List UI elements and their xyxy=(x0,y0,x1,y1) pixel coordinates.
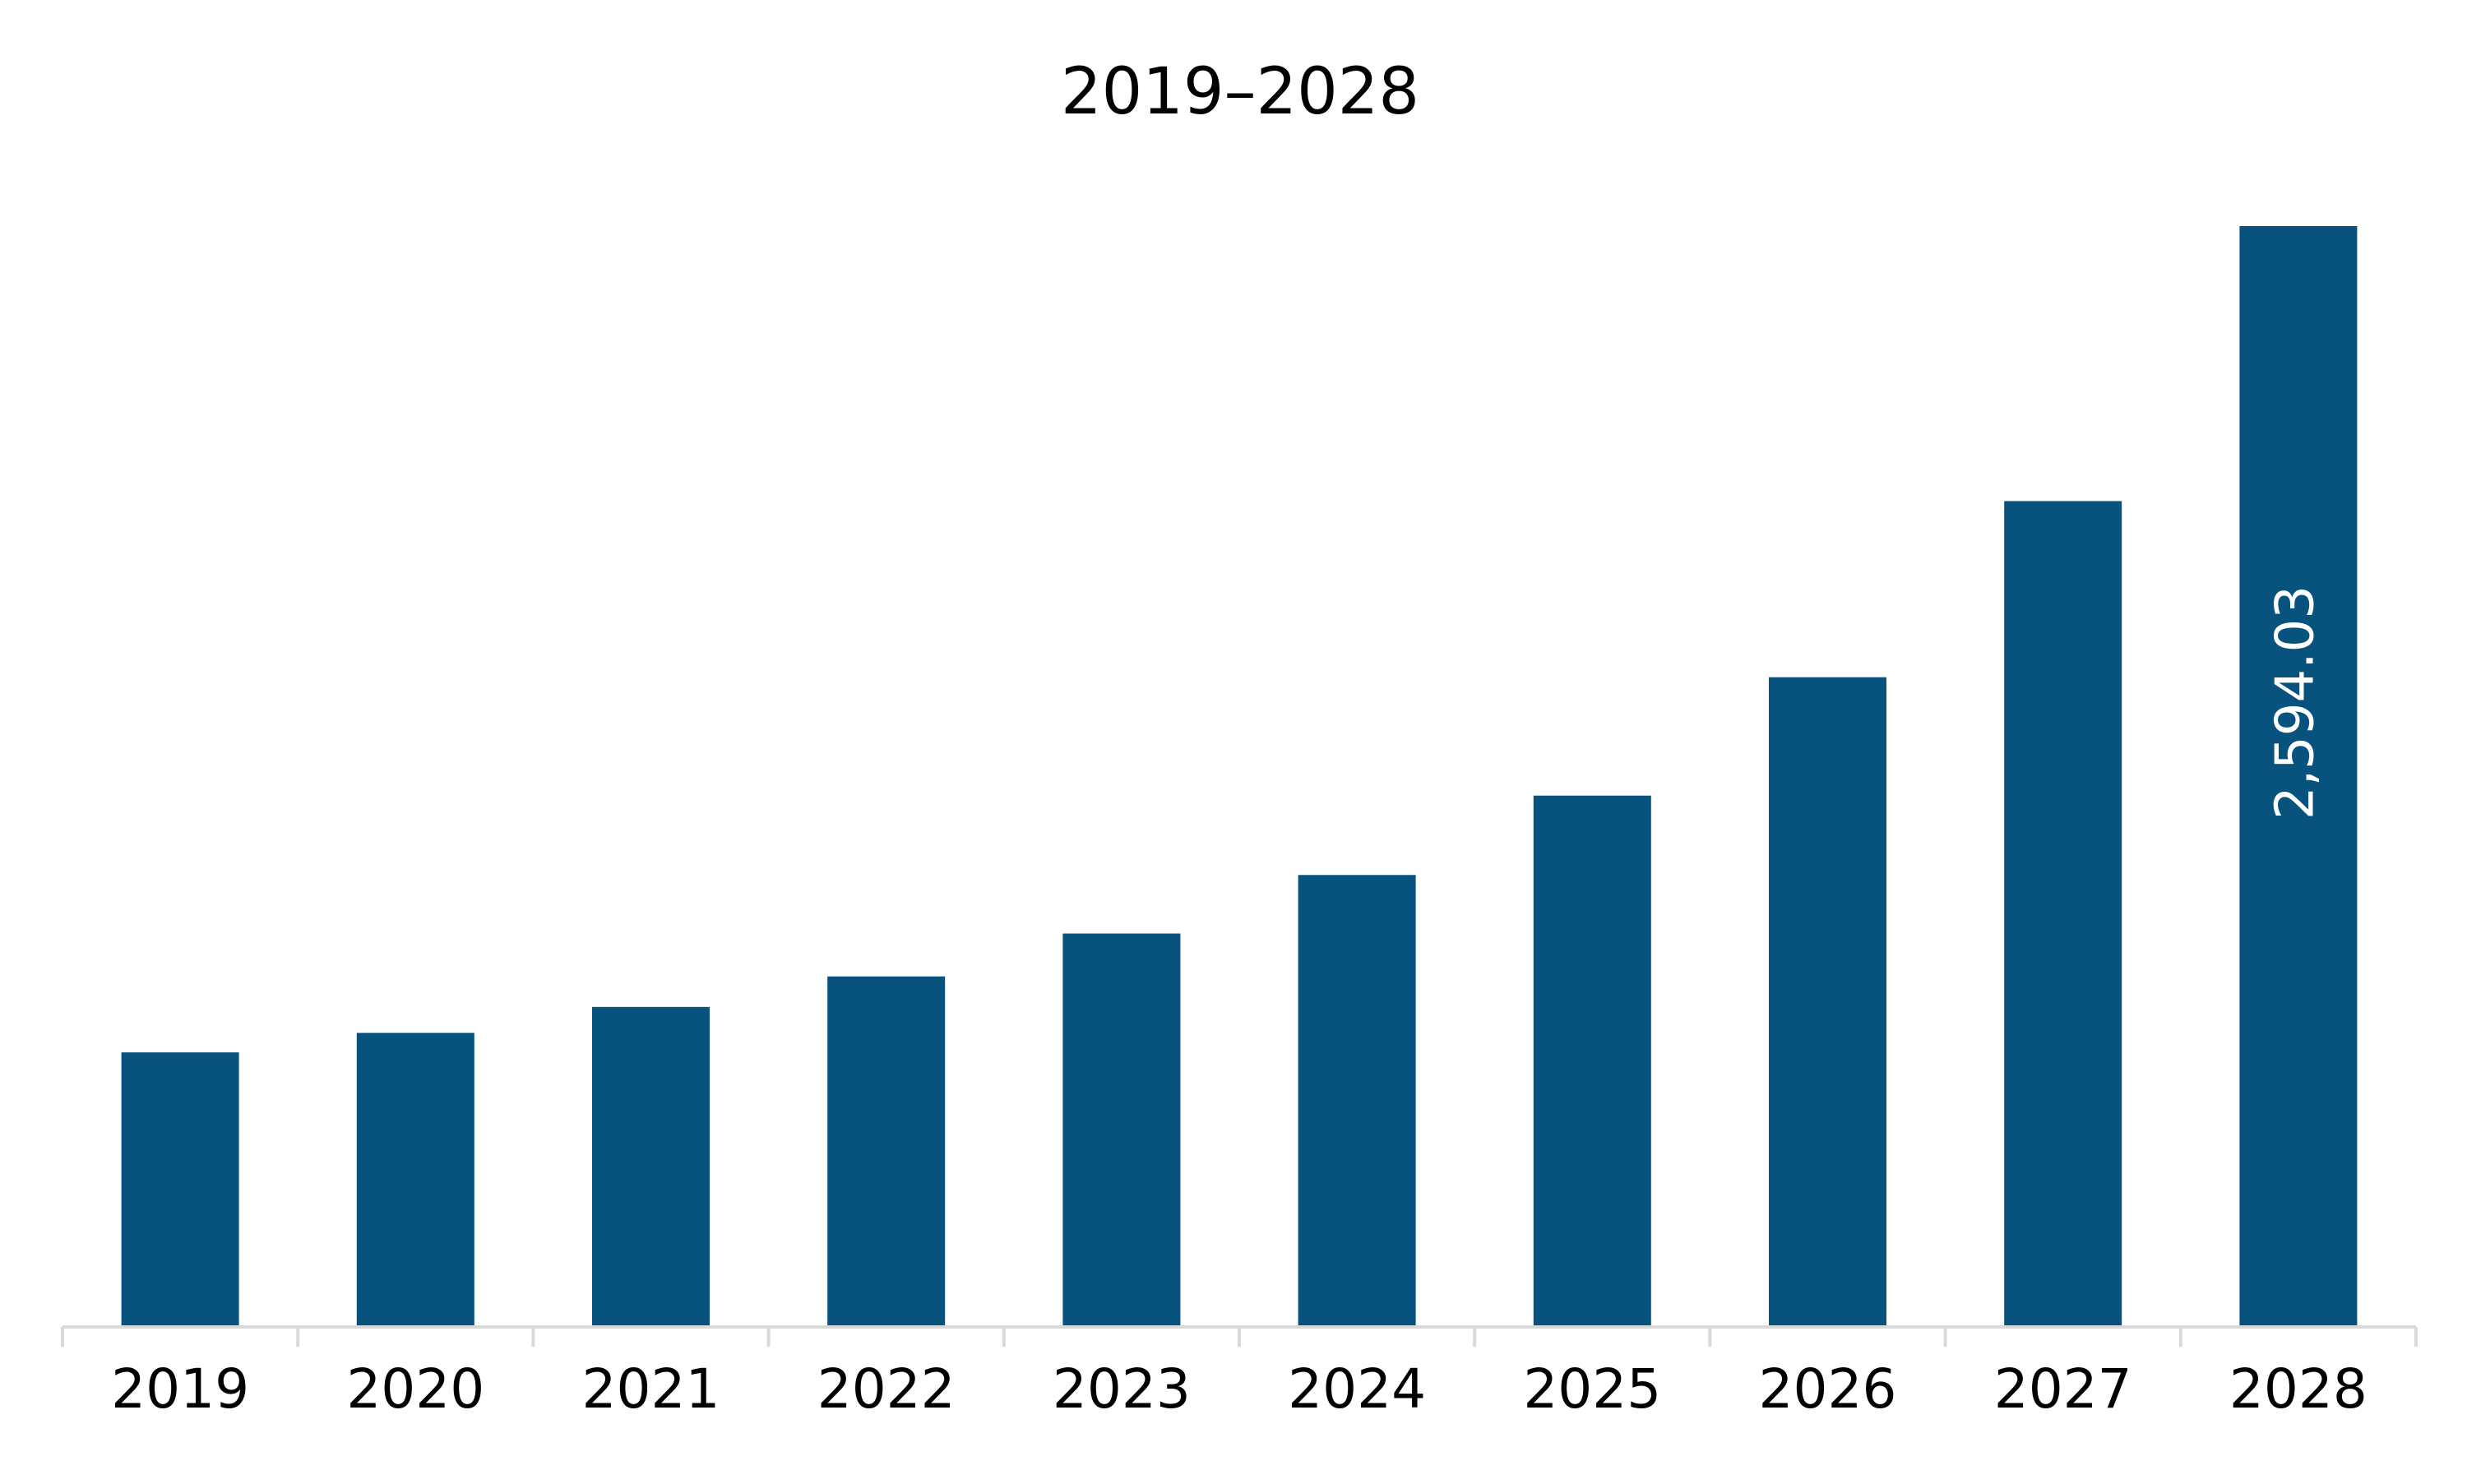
bar-2026 xyxy=(1769,677,1886,1327)
x-axis xyxy=(61,1325,2418,1347)
bars-layer: 2,594.03 xyxy=(121,226,2358,1327)
x-tick-label-2019: 2019 xyxy=(111,1357,249,1421)
x-tick-label-2027: 2027 xyxy=(1994,1357,2132,1421)
bar-2024 xyxy=(1298,875,1416,1327)
bar-2027 xyxy=(2004,501,2122,1327)
bar-2028 xyxy=(2239,226,2358,1327)
x-axis-tick-labels: 2019 2020 2021 2022 2023 2024 2025 2026 2027 2028 xyxy=(111,1357,2367,1421)
x-tick-label-2026: 2026 xyxy=(1759,1357,1897,1421)
chart-title: 2019–2028 xyxy=(1061,55,1419,129)
bar-2022 xyxy=(827,976,946,1327)
x-tick-label-2020: 2020 xyxy=(346,1357,484,1421)
bar-2021 xyxy=(592,1006,710,1327)
bar-2019 xyxy=(121,1052,239,1327)
bar-2020 xyxy=(356,1033,474,1327)
x-tick-label-2024: 2024 xyxy=(1288,1357,1426,1421)
data-label-2028: 2,594.03 xyxy=(2265,585,2326,820)
x-tick-label-2025: 2025 xyxy=(1523,1357,1661,1421)
x-tick-label-2023: 2023 xyxy=(1053,1357,1191,1421)
x-tick-label-2022: 2022 xyxy=(817,1357,956,1421)
x-tick-label-2028: 2028 xyxy=(2229,1357,2367,1421)
x-tick-label-2021: 2021 xyxy=(582,1357,720,1421)
bar-2025 xyxy=(1533,795,1651,1327)
bar-2023 xyxy=(1062,933,1181,1327)
